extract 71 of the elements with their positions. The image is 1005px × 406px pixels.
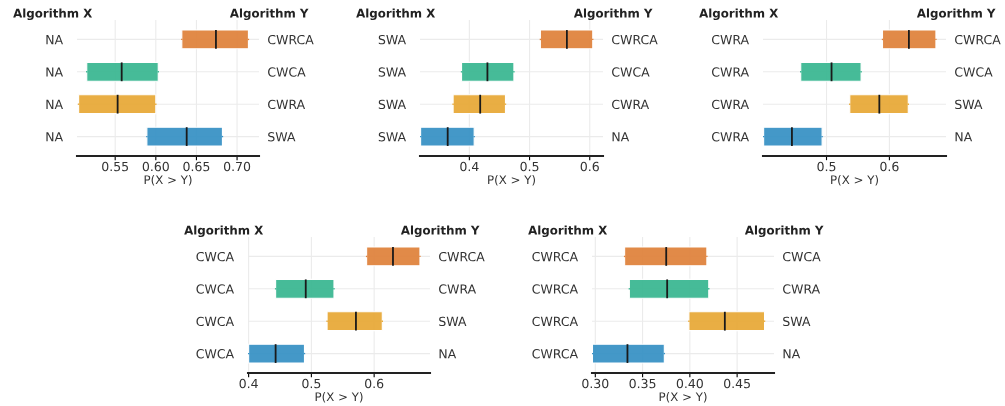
y2-tick-label: CWRCA [439, 251, 485, 262]
y-tick-label: CWRCA [532, 251, 579, 262]
y2-tick-label: CWRCA [268, 34, 314, 45]
x-tick-label: 0.65 [183, 161, 210, 172]
y-tick-label: CWRA [711, 34, 750, 45]
y2-tick-label: SWA [955, 99, 983, 110]
y2-axis-title: Algorithm Y [229, 8, 309, 20]
y-tick-label: CWRA [711, 132, 750, 142]
y-tick-label: SWA [378, 34, 407, 45]
y2-tick-label: CWCA [268, 67, 306, 77]
y2-tick-label: CWRA [439, 284, 477, 294]
y-tick-label: SWA [378, 67, 407, 77]
y2-tick-label: SWA [783, 316, 811, 327]
y2-axis-title: Algorithm Y [916, 8, 996, 20]
x-axis-title: P(X > Y) [659, 392, 707, 403]
x-tick-label: 0.60 [142, 161, 169, 172]
y-axis-title: Algorithm X [184, 225, 264, 237]
x-tick-label: 0.30 [582, 378, 609, 389]
x-tick-label: 0.5 [520, 161, 539, 172]
y2-tick-label: NA [439, 349, 457, 359]
y-tick-label: NA [46, 132, 64, 142]
x-tick-label: 0.6 [580, 161, 599, 172]
y2-tick-label: CWRA [268, 99, 306, 110]
y-tick-label: NA [46, 67, 64, 77]
x-tick-label: 0.4 [460, 161, 479, 172]
x-tick-label: 0.5 [817, 161, 836, 172]
y-tick-label: CWCA [196, 251, 235, 262]
y2-axis-title: Algorithm Y [744, 225, 824, 237]
y2-tick-label: NA [783, 349, 801, 359]
y-tick-label: CWRCA [532, 284, 579, 294]
y2-axis-title: Algorithm Y [400, 225, 480, 237]
y2-tick-label: NA [612, 132, 630, 142]
x-tick-label: 0.4 [239, 378, 258, 389]
y-tick-label: CWCA [196, 316, 235, 327]
y-tick-label: NA [46, 99, 64, 109]
y-tick-label: NA [46, 35, 64, 45]
x-axis-title: P(X > Y) [488, 175, 535, 186]
y-axis-title: Algorithm X [13, 8, 93, 20]
y-axis-title: Algorithm X [356, 8, 436, 20]
y2-tick-label: NA [955, 132, 973, 142]
x-tick-label: 0.40 [676, 378, 703, 389]
x-tick-label: 0.55 [102, 161, 129, 172]
x-axis-title: P(X > Y) [144, 175, 192, 186]
y-tick-label: CWRCA [532, 316, 579, 327]
x-tick-label: 0.70 [223, 161, 251, 172]
y2-tick-label: CWRCA [955, 34, 1001, 45]
y2-tick-label: CWCA [612, 67, 650, 77]
x-axis-title: P(X > Y) [315, 392, 363, 403]
y2-axis-title: Algorithm Y [573, 8, 653, 20]
y2-tick-label: SWA [439, 316, 467, 327]
y2-tick-label: CWCA [955, 67, 993, 77]
y2-tick-label: CWCA [783, 251, 821, 262]
y-tick-label: CWRA [711, 99, 750, 110]
x-tick-label: 0.35 [629, 378, 656, 389]
y2-tick-label: SWA [268, 132, 296, 142]
x-axis-title: P(X > Y) [831, 175, 878, 186]
x-tick-label: 0.45 [724, 378, 750, 389]
y2-tick-label: CWRCA [612, 34, 658, 45]
y-tick-label: CWRCA [532, 349, 579, 359]
y-tick-label: SWA [378, 99, 407, 110]
x-tick-label: 0.5 [302, 378, 321, 389]
y-tick-label: CWCA [196, 349, 235, 359]
y-axis-title: Algorithm X [699, 8, 779, 20]
x-tick-label: 0.6 [365, 378, 384, 389]
y2-tick-label: CWRA [612, 99, 650, 110]
y-tick-label: SWA [378, 132, 407, 142]
x-tick-label: 0.6 [880, 161, 899, 172]
y2-tick-label: CWRA [783, 284, 821, 294]
y-tick-label: CWCA [196, 284, 235, 294]
y-tick-label: CWRA [711, 67, 750, 77]
y-axis-title: Algorithm X [528, 225, 608, 237]
